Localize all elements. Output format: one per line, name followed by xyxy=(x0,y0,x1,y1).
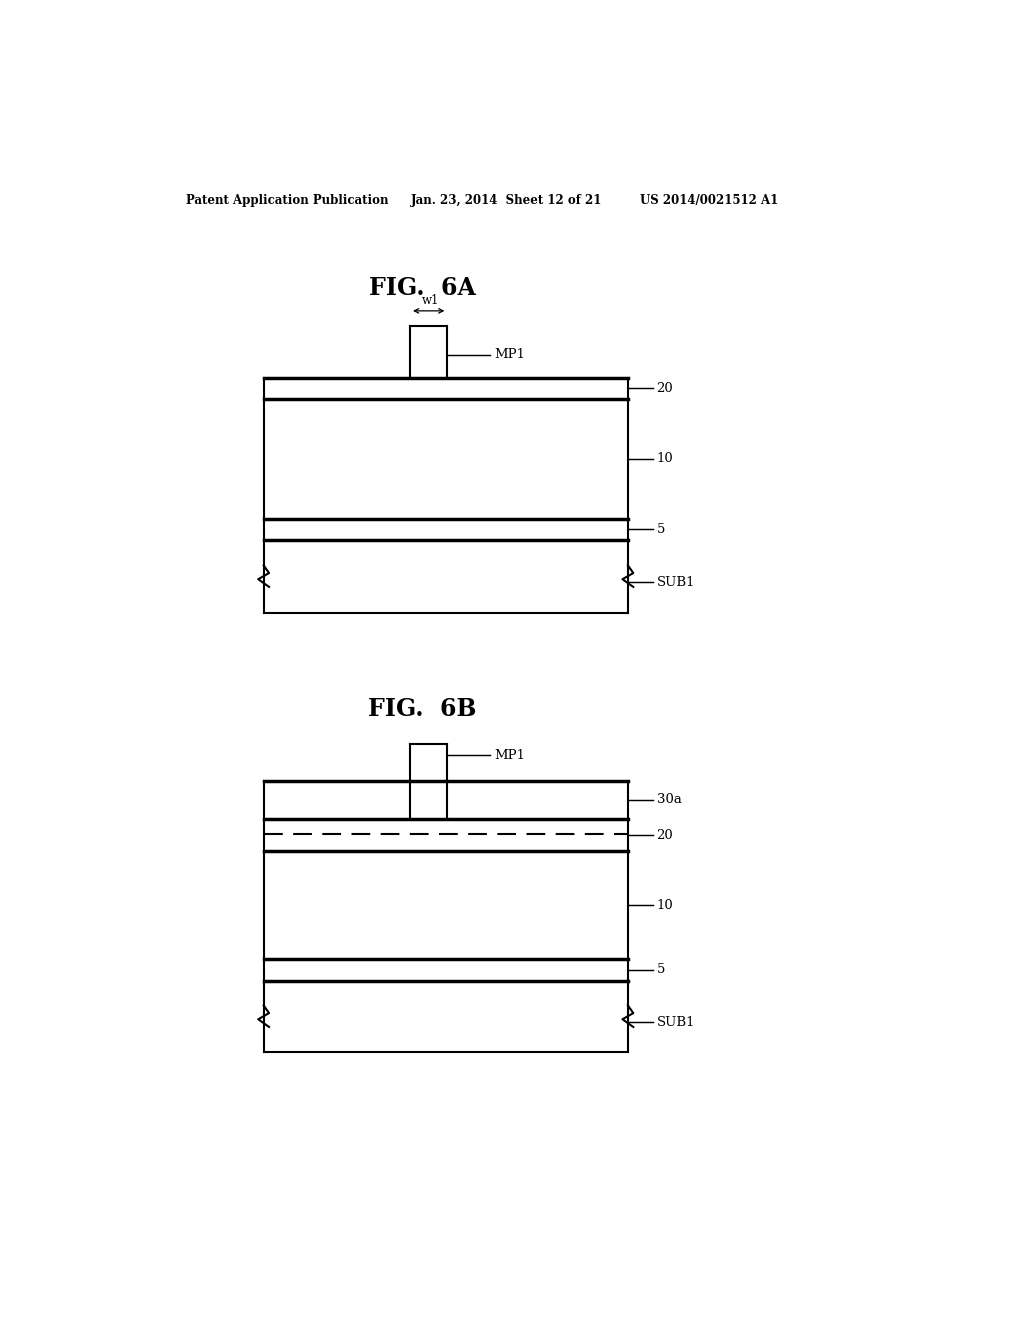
Text: 10: 10 xyxy=(656,899,674,912)
Text: MP1: MP1 xyxy=(494,748,524,762)
Text: 5: 5 xyxy=(656,523,665,536)
Text: 20: 20 xyxy=(656,381,674,395)
Text: SUB1: SUB1 xyxy=(656,576,695,589)
Text: 30a: 30a xyxy=(656,793,681,807)
Text: 10: 10 xyxy=(656,453,674,465)
Text: MP1: MP1 xyxy=(494,348,524,362)
Text: 5: 5 xyxy=(656,964,665,977)
Text: FIG.  6A: FIG. 6A xyxy=(369,276,476,300)
Text: Patent Application Publication: Patent Application Publication xyxy=(186,194,389,207)
Text: US 2014/0021512 A1: US 2014/0021512 A1 xyxy=(640,194,778,207)
Text: 20: 20 xyxy=(656,829,674,842)
Text: SUB1: SUB1 xyxy=(656,1016,695,1028)
Text: w1: w1 xyxy=(422,293,439,306)
Text: Jan. 23, 2014  Sheet 12 of 21: Jan. 23, 2014 Sheet 12 of 21 xyxy=(411,194,602,207)
Text: FIG.  6B: FIG. 6B xyxy=(369,697,477,721)
